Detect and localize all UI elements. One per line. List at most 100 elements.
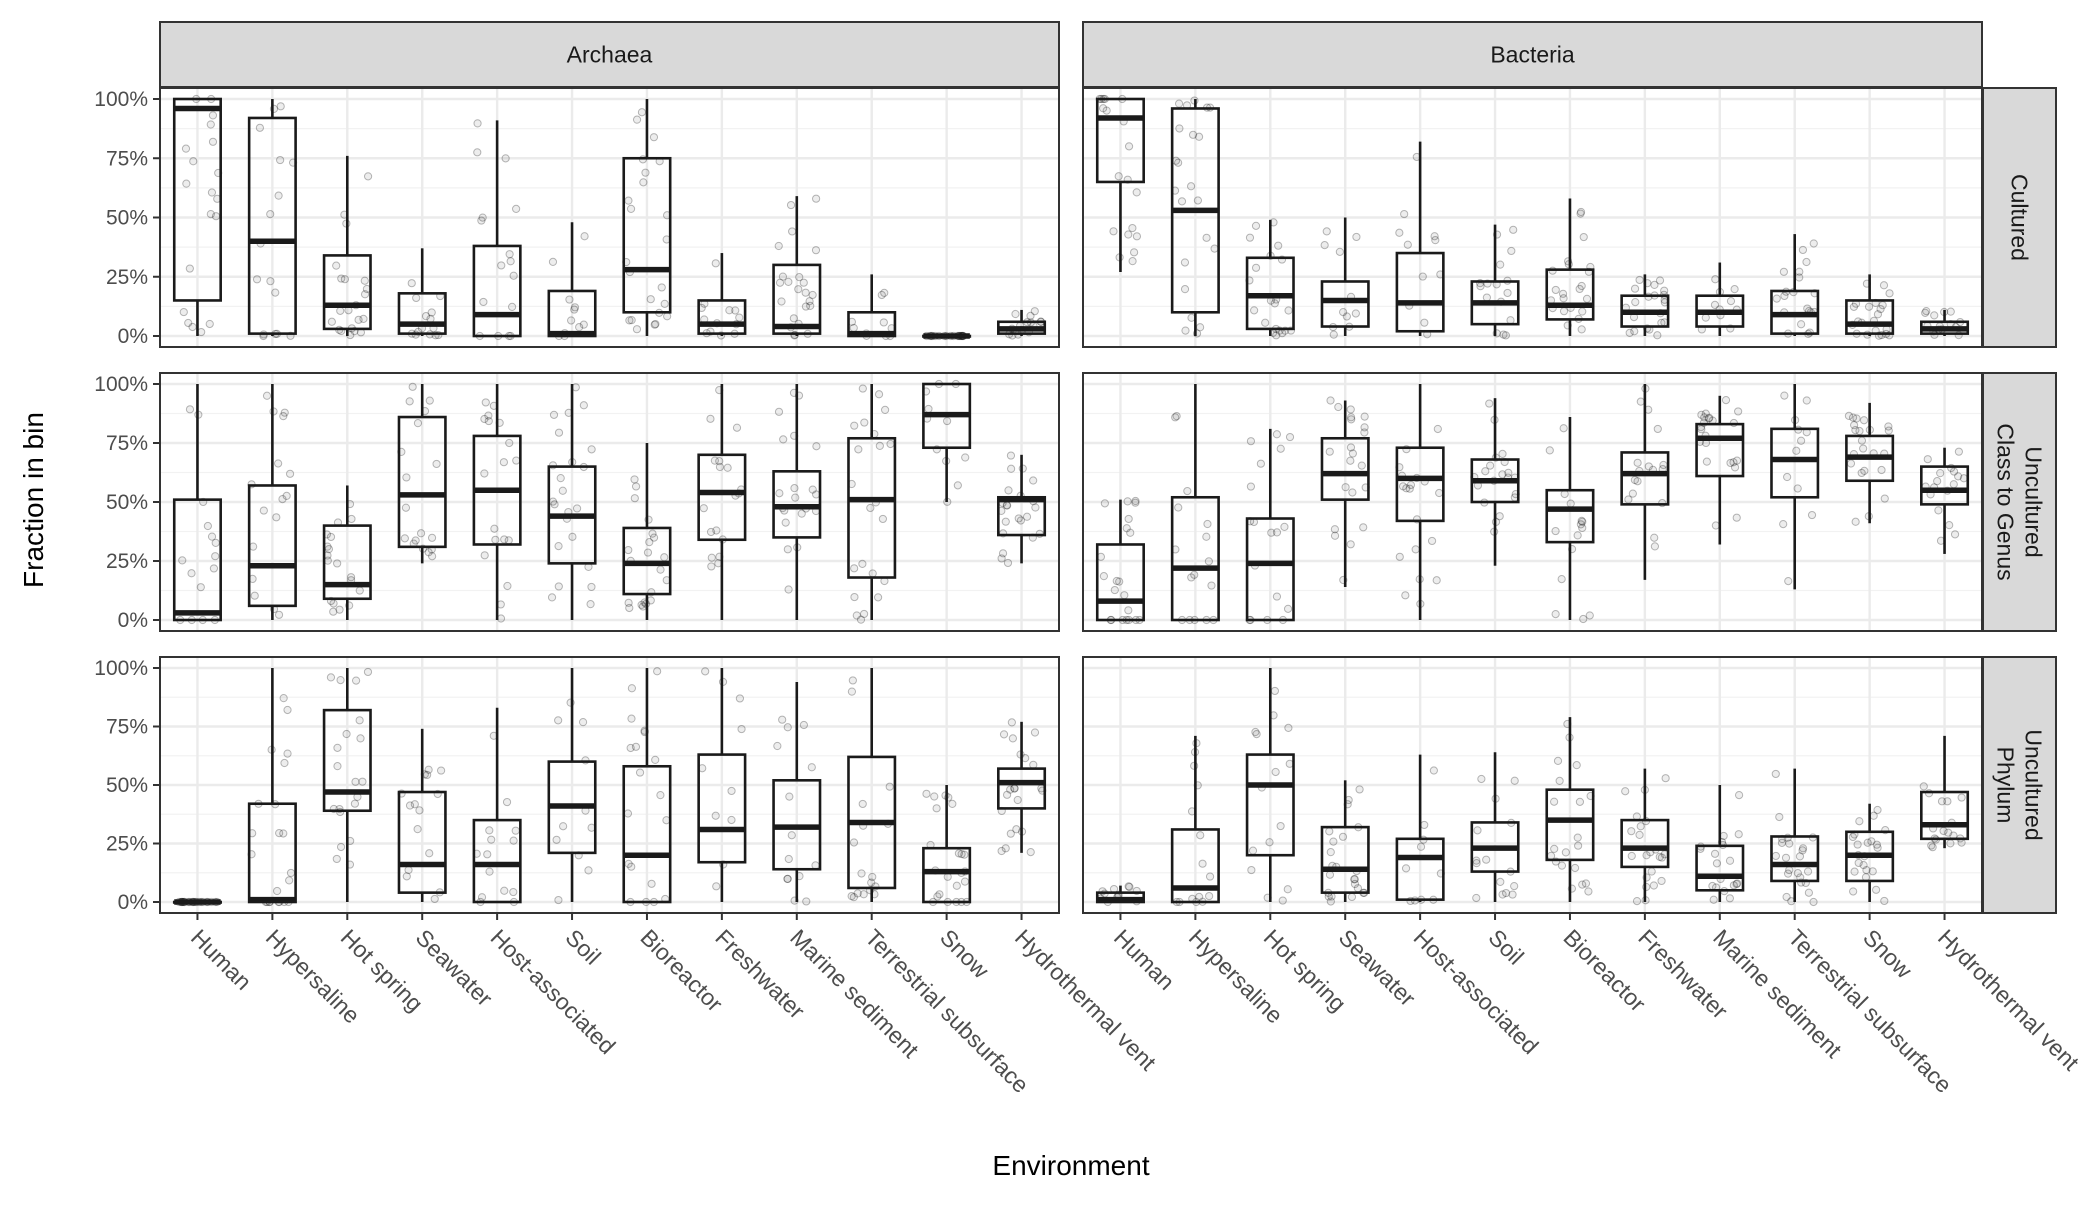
data-point xyxy=(273,886,282,896)
box-seawater xyxy=(397,728,447,904)
data-point xyxy=(279,694,288,703)
data-point xyxy=(1246,482,1256,491)
data-point xyxy=(641,168,650,177)
data-point xyxy=(1177,197,1187,206)
data-point xyxy=(867,878,876,887)
data-point xyxy=(1877,465,1886,475)
y-tick-label: 75% xyxy=(106,147,148,170)
data-point xyxy=(712,882,721,891)
data-point xyxy=(1193,196,1202,205)
box-soil xyxy=(1470,224,1520,340)
data-point xyxy=(1270,686,1279,696)
data-point xyxy=(346,573,356,582)
data-point xyxy=(1342,312,1351,321)
data-point xyxy=(1003,558,1013,568)
data-point xyxy=(211,538,220,547)
data-point xyxy=(1732,880,1741,889)
data-point xyxy=(276,155,285,165)
data-point xyxy=(1570,863,1580,873)
data-point xyxy=(1772,294,1781,303)
data-point xyxy=(1661,774,1670,783)
data-point xyxy=(1880,494,1889,503)
data-point xyxy=(437,766,446,775)
data-point xyxy=(336,842,346,852)
data-point xyxy=(554,428,564,437)
data-point xyxy=(860,418,869,427)
data-point xyxy=(787,831,796,840)
data-point xyxy=(189,157,198,166)
box-hot-spring xyxy=(322,667,373,902)
data-point xyxy=(340,275,349,284)
row-strip-label: Cultured xyxy=(2007,174,2033,261)
data-point xyxy=(1346,540,1355,549)
data-point xyxy=(1280,522,1289,531)
data-point xyxy=(1420,318,1429,327)
y-tick-label: 25% xyxy=(106,833,148,856)
y-tick-label: 75% xyxy=(106,716,148,739)
data-point xyxy=(1860,466,1869,476)
data-point xyxy=(1792,446,1801,455)
data-point xyxy=(1195,892,1204,901)
data-point xyxy=(1551,285,1560,295)
data-point xyxy=(360,276,369,285)
data-point xyxy=(1329,330,1338,339)
data-point xyxy=(271,288,280,297)
data-point xyxy=(1099,572,1108,581)
box-hypersaline xyxy=(247,668,297,907)
data-point xyxy=(1124,514,1133,524)
x-tick-label: Soil xyxy=(561,924,607,970)
data-point xyxy=(424,765,433,774)
data-point xyxy=(1495,512,1504,521)
data-point xyxy=(1657,853,1666,862)
data-point xyxy=(632,325,642,334)
data-point xyxy=(1004,486,1013,495)
box-iqr xyxy=(1095,543,1145,622)
data-point xyxy=(1702,457,1711,466)
data-point xyxy=(1709,895,1718,904)
row-strip xyxy=(1982,372,2057,632)
data-point xyxy=(1701,313,1710,322)
data-point xyxy=(502,797,512,807)
data-point xyxy=(1729,881,1738,890)
box-seawater xyxy=(1320,780,1370,906)
data-point xyxy=(924,404,933,414)
data-point xyxy=(632,115,642,124)
data-point xyxy=(1346,405,1355,414)
data-point xyxy=(1247,865,1256,875)
data-point xyxy=(1779,267,1788,276)
box-seawater xyxy=(397,382,447,564)
data-point xyxy=(1780,291,1789,301)
data-point xyxy=(657,283,666,292)
data-point xyxy=(1933,477,1942,486)
data-point xyxy=(795,273,804,282)
x-tick-label: Hydrothermal vent xyxy=(1933,924,2085,1076)
data-point xyxy=(650,320,659,329)
data-point xyxy=(850,592,859,602)
data-point xyxy=(930,792,939,801)
data-point xyxy=(784,585,793,594)
data-point xyxy=(548,497,558,506)
data-point xyxy=(1204,557,1213,566)
data-point xyxy=(1954,447,1963,456)
data-point xyxy=(850,564,859,573)
data-point xyxy=(954,849,964,858)
data-point xyxy=(957,849,966,859)
data-point xyxy=(1559,294,1568,303)
data-point xyxy=(1501,331,1510,340)
data-point xyxy=(1486,461,1495,470)
data-point xyxy=(874,390,884,399)
data-point xyxy=(1473,826,1482,835)
data-point xyxy=(578,718,588,727)
data-point xyxy=(1326,396,1335,405)
data-point xyxy=(997,554,1006,563)
data-point xyxy=(1274,241,1283,250)
data-point xyxy=(1013,795,1022,805)
data-point xyxy=(355,716,364,725)
box-soil xyxy=(1470,752,1520,903)
data-point xyxy=(1945,521,1954,530)
data-point xyxy=(279,829,288,838)
data-point xyxy=(624,598,633,607)
box-iqr xyxy=(1620,818,1670,869)
y-tick-label: 0% xyxy=(118,325,148,348)
data-point xyxy=(1802,257,1811,267)
